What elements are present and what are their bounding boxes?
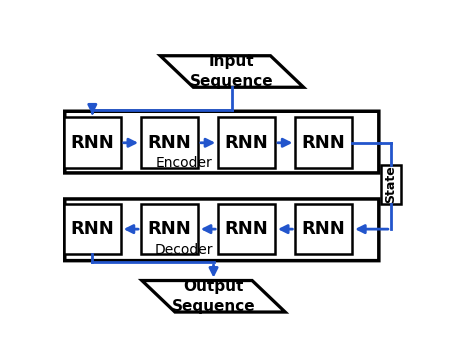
Text: Input
Sequence: Input Sequence bbox=[190, 54, 273, 89]
Bar bbox=[141, 117, 198, 168]
Text: RNN: RNN bbox=[71, 220, 114, 238]
Bar bbox=[141, 204, 198, 255]
Text: Output
Sequence: Output Sequence bbox=[172, 279, 255, 314]
Bar bbox=[218, 204, 275, 255]
Text: Encoder: Encoder bbox=[156, 156, 212, 170]
Text: Decoder: Decoder bbox=[155, 244, 213, 257]
Text: RNN: RNN bbox=[147, 134, 191, 152]
Text: RNN: RNN bbox=[302, 220, 346, 238]
Bar bbox=[218, 117, 275, 168]
Polygon shape bbox=[142, 281, 285, 312]
Bar bbox=[64, 204, 121, 255]
Bar bbox=[64, 117, 121, 168]
Text: State: State bbox=[384, 166, 397, 203]
FancyBboxPatch shape bbox=[65, 199, 379, 261]
Text: RNN: RNN bbox=[71, 134, 114, 152]
Text: RNN: RNN bbox=[302, 134, 346, 152]
Text: RNN: RNN bbox=[225, 134, 268, 152]
FancyBboxPatch shape bbox=[65, 111, 379, 173]
Bar bbox=[295, 204, 352, 255]
Text: RNN: RNN bbox=[147, 220, 191, 238]
Text: RNN: RNN bbox=[225, 220, 268, 238]
Bar bbox=[381, 165, 401, 204]
Polygon shape bbox=[160, 56, 303, 87]
Bar bbox=[295, 117, 352, 168]
